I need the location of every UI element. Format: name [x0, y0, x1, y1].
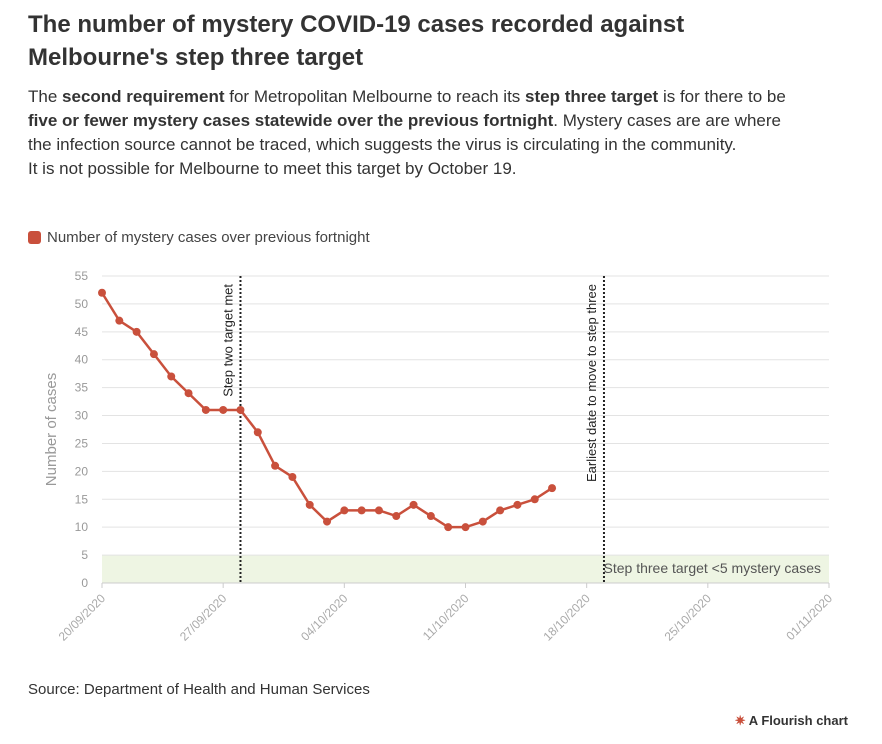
point [98, 288, 106, 297]
subtitle-text: step three target [525, 87, 659, 106]
point [444, 523, 453, 532]
y-tick-label: 50 [75, 297, 89, 311]
point [513, 500, 522, 509]
subtitle-text: is for there to be [658, 87, 786, 106]
legend: Number of mystery cases over previous fo… [28, 229, 370, 246]
subtitle-text: second requirement [62, 87, 225, 106]
y-axis-label: Number of cases [43, 373, 60, 486]
x-tick-label: 18/10/2020 [540, 591, 593, 644]
x-tick-label: 20/09/2020 [56, 591, 109, 644]
point [305, 500, 314, 509]
credit[interactable]: ✷ A Flourish chart [735, 713, 848, 729]
y-tick-label: 40 [75, 353, 89, 367]
subtitle: The second requirement for Metropolitan … [28, 85, 808, 181]
y-tick-label: 0 [81, 576, 88, 590]
y-tick-label: 55 [75, 269, 89, 283]
point [271, 461, 280, 470]
subtitle-text: five or fewer mystery cases statewide ov… [28, 111, 554, 130]
y-tick-label: 35 [75, 381, 89, 395]
point [132, 327, 141, 336]
y-tick-label: 15 [75, 492, 89, 506]
point [392, 512, 401, 521]
point [357, 506, 366, 515]
point [409, 500, 418, 509]
series-line [100, 292, 553, 529]
legend-swatch [28, 231, 41, 244]
subtitle-paragraph: The second requirement for Metropolitan … [28, 85, 808, 157]
point [219, 405, 228, 414]
point [340, 506, 349, 515]
point [548, 484, 557, 493]
x-tick-label: 25/10/2020 [662, 591, 715, 644]
annotation-label: Earliest date to move to step three [584, 284, 599, 482]
band-label: Step three target <5 mystery cases [604, 560, 822, 576]
point [115, 316, 124, 325]
point [374, 506, 383, 515]
point [426, 512, 435, 521]
point [530, 495, 539, 504]
y-tick-label: 45 [75, 325, 89, 339]
subtitle-text: It is not possible for Melbourne to meet… [28, 159, 517, 178]
legend-label: Number of mystery cases over previous fo… [47, 229, 370, 246]
chart: Step three target <5 mystery cases 0 5 10 15… [43, 269, 835, 644]
point [184, 389, 193, 398]
point [167, 372, 176, 381]
credit-icon: ✷ [734, 713, 749, 728]
point [461, 523, 470, 532]
y-tick-label: 20 [75, 464, 89, 478]
point [253, 428, 262, 437]
annotation-label: Step two target met [220, 284, 235, 397]
subtitle-text: The [28, 87, 63, 106]
target-band [102, 555, 829, 583]
point [201, 405, 210, 414]
source: Source: Department of Health and Human S… [28, 681, 370, 698]
x-tick-label: 04/10/2020 [298, 591, 351, 644]
credit-text: A Flourish chart [748, 713, 848, 728]
subtitle-text: . Mystery cases are are where the infect… [28, 111, 781, 154]
x-tick-label: 11/10/2020 [420, 591, 472, 643]
point [323, 517, 332, 526]
point [149, 350, 158, 359]
subtitle-paragraph: It is not possible for Melbourne to meet… [28, 157, 808, 181]
point [478, 517, 487, 526]
y-tick-label: 30 [75, 409, 89, 423]
subtitle-text: for Metropolitan Melbourne to reach its [224, 87, 526, 106]
title: The number of mystery COVID-19 cases rec… [28, 11, 685, 71]
point [288, 472, 297, 481]
y-tick-label: 25 [75, 436, 89, 450]
point [236, 405, 245, 414]
x-tick-label: 01/11/2020 [783, 591, 835, 643]
point [496, 506, 505, 515]
y-tick-label: 5 [81, 548, 88, 562]
y-tick-label: 10 [75, 520, 89, 534]
x-tick-label: 27/09/2020 [177, 591, 230, 644]
